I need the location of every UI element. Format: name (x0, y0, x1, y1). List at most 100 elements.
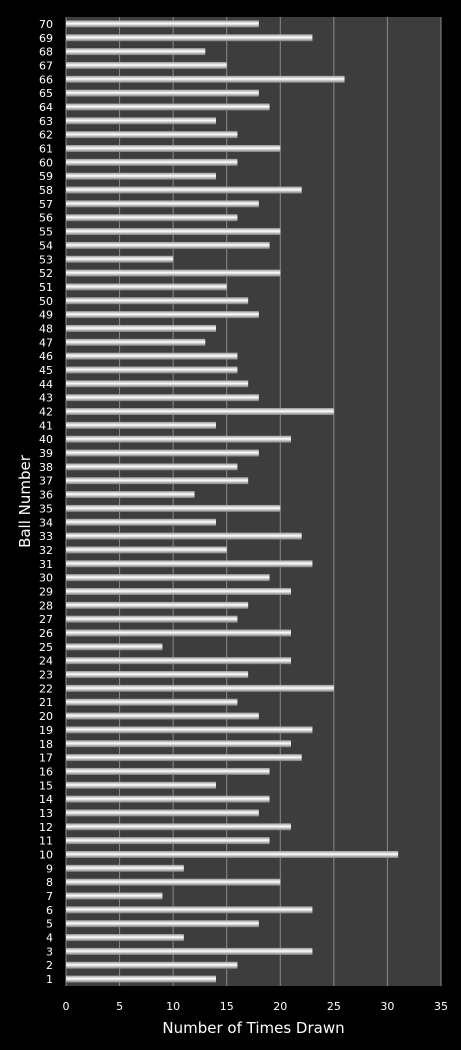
y-tick-label: 58 (39, 184, 53, 197)
bar (66, 740, 291, 748)
y-tick-label: 6 (46, 904, 53, 917)
y-tick-label: 11 (39, 835, 53, 848)
bar (66, 698, 238, 706)
bar (66, 89, 259, 97)
x-tick-label: 5 (116, 1000, 123, 1013)
y-tick-label: 61 (39, 143, 53, 156)
bar (66, 629, 291, 637)
bar (66, 767, 270, 775)
x-tick-label: 15 (220, 1000, 234, 1013)
bar (66, 643, 163, 651)
bar (66, 934, 184, 942)
bar (66, 241, 270, 249)
bar (66, 920, 259, 928)
y-tick-label: 57 (39, 198, 53, 211)
bar (66, 408, 334, 416)
y-tick-label: 64 (39, 101, 53, 114)
y-tick-label: 49 (39, 309, 53, 322)
y-tick-label: 63 (39, 115, 53, 128)
y-tick-label: 23 (39, 669, 53, 682)
bar (66, 795, 270, 803)
y-axis-title: Ball Number (16, 454, 34, 548)
bar (66, 172, 216, 180)
bar (66, 975, 216, 983)
bar (66, 20, 259, 28)
y-tick-label: 16 (39, 765, 53, 778)
bar (66, 601, 249, 609)
y-tick-label: 70 (39, 18, 53, 31)
x-axis-title: Number of Times Drawn (162, 1019, 344, 1037)
y-tick-label: 51 (39, 281, 53, 294)
y-tick-label: 33 (39, 530, 53, 543)
y-tick-label: 18 (39, 738, 53, 751)
y-tick-label: 46 (39, 350, 53, 363)
bar (66, 712, 259, 720)
y-tick-label: 66 (39, 73, 53, 86)
bar (66, 574, 270, 582)
bar (66, 158, 238, 166)
y-tick-label: 59 (39, 170, 53, 183)
y-tick-label: 3 (46, 945, 53, 958)
bar (66, 754, 302, 762)
bar (66, 394, 259, 402)
bar (66, 587, 291, 595)
bar (66, 269, 281, 277)
y-tick-label: 2 (46, 959, 53, 972)
y-tick-label: 12 (39, 821, 53, 834)
bar (66, 311, 259, 319)
y-tick-label: 10 (39, 848, 53, 861)
y-tick-label: 38 (39, 461, 53, 474)
y-tick-label: 47 (39, 336, 53, 349)
bar (66, 546, 227, 554)
bar (66, 781, 216, 789)
y-tick-label: 1 (46, 973, 53, 986)
y-tick-label: 13 (39, 807, 53, 820)
y-tick-label: 35 (39, 502, 53, 515)
y-tick-label: 43 (39, 392, 53, 405)
bar (66, 61, 227, 69)
y-tick-label: 41 (39, 419, 53, 432)
y-tick-label: 60 (39, 156, 53, 169)
y-tick-label: 44 (39, 378, 53, 391)
bar (66, 255, 174, 263)
bar (66, 103, 270, 111)
bar (66, 837, 270, 845)
bar (66, 864, 184, 872)
bar (66, 297, 249, 305)
bar (66, 200, 259, 208)
y-tick-label: 36 (39, 489, 53, 502)
x-tick-label: 25 (327, 1000, 341, 1013)
y-tick-label: 68 (39, 46, 53, 59)
y-tick-label: 39 (39, 447, 53, 460)
bar (66, 809, 259, 817)
bar (66, 228, 281, 236)
y-tick-label: 25 (39, 641, 53, 654)
y-tick-label: 67 (39, 59, 53, 72)
y-tick-label: 55 (39, 226, 53, 239)
bar (66, 684, 334, 692)
y-tick-label: 9 (46, 862, 53, 875)
y-tick-label: 19 (39, 724, 53, 737)
y-tick-label: 27 (39, 613, 53, 626)
y-tick-label: 32 (39, 544, 53, 557)
y-tick-label: 17 (39, 752, 53, 765)
y-tick-label: 4 (46, 932, 53, 945)
bar (66, 48, 206, 56)
y-tick-label: 21 (39, 696, 53, 709)
bar (66, 338, 206, 346)
bar (66, 560, 313, 568)
bar (66, 352, 238, 360)
y-tick-label: 62 (39, 129, 53, 142)
y-tick-label: 8 (46, 876, 53, 889)
bar (66, 906, 313, 914)
bar (66, 615, 238, 623)
bar (66, 366, 238, 374)
y-tick-label: 26 (39, 627, 53, 640)
bar (66, 477, 249, 485)
bar (66, 892, 163, 900)
y-tick-label: 22 (39, 682, 53, 695)
y-tick-label: 53 (39, 253, 53, 266)
y-tick-label: 30 (39, 572, 53, 585)
bar (66, 421, 216, 429)
bar (66, 532, 302, 540)
